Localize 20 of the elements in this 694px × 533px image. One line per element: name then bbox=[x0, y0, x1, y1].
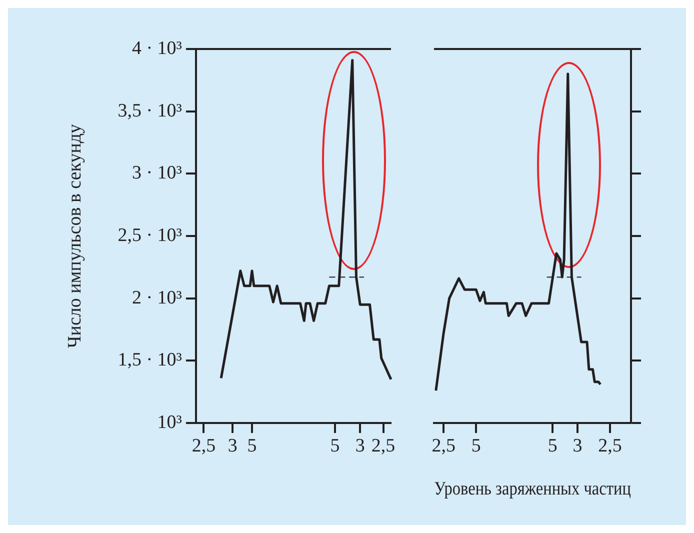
x-tick-label: 2,5 bbox=[598, 435, 622, 456]
x-tick-label: 2,5 bbox=[432, 435, 456, 456]
x-tick-label: 2,5 bbox=[192, 435, 216, 456]
x-tick-label: 5 bbox=[471, 435, 481, 456]
x-tick-label: 3 bbox=[572, 435, 582, 456]
y-tick-label: 3 · 10³ bbox=[132, 162, 182, 184]
x-tick-label: 3 bbox=[355, 435, 365, 456]
y-tick-label: 10³ bbox=[157, 412, 182, 433]
x-tick-label: 5 bbox=[247, 435, 257, 456]
x-tick-label: 5 bbox=[548, 435, 558, 456]
x-tick-label: 5 bbox=[330, 435, 340, 456]
y-tick-label: 1,5 · 10³ bbox=[118, 350, 182, 371]
x-tick-label: 2,5 bbox=[371, 435, 396, 456]
x-axis-title: Уровень заряженных частиц bbox=[434, 477, 632, 499]
y-tick-label: 2 · 10³ bbox=[132, 287, 182, 308]
y-tick-label: 2,5 · 10³ bbox=[118, 224, 182, 246]
y-tick-label: 3,5 · 10³ bbox=[118, 100, 182, 122]
y-tick-label: 4 · 10³ bbox=[132, 38, 182, 59]
y-axis-title: Число импульсов в секунду bbox=[64, 123, 86, 348]
x-tick-label: 3 bbox=[228, 435, 238, 456]
